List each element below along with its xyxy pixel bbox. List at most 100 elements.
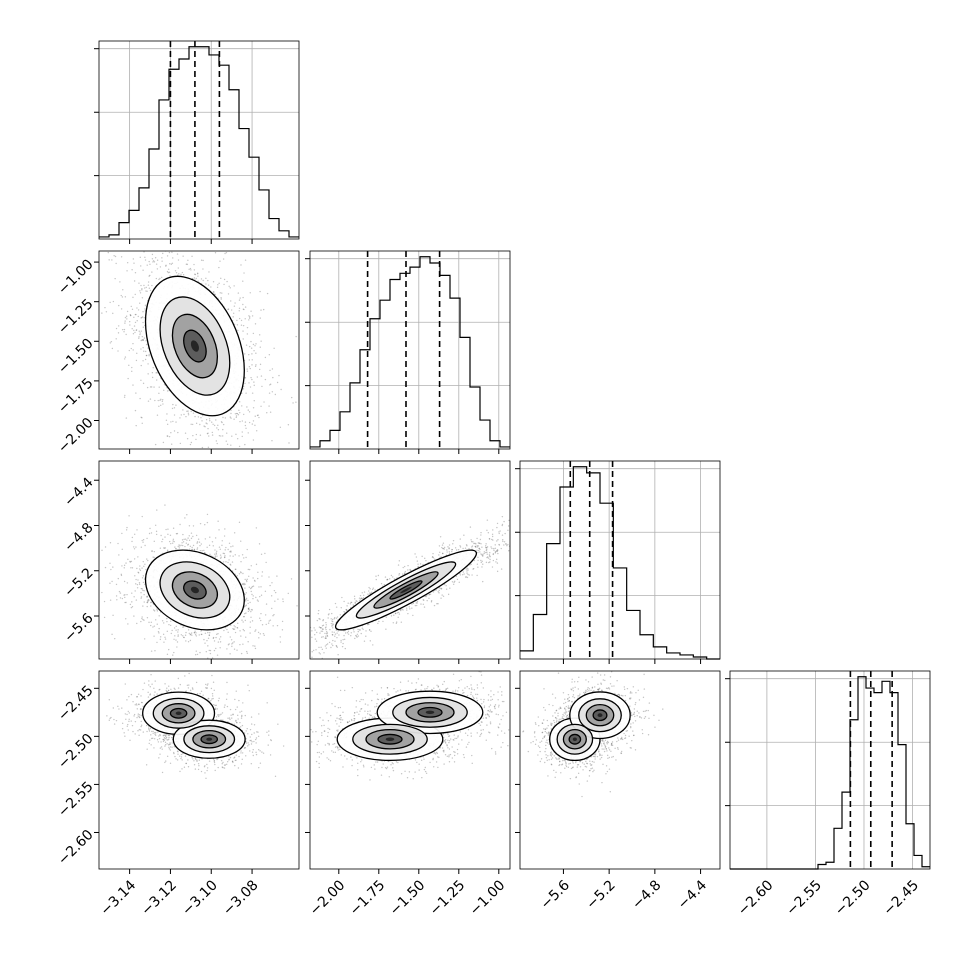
sample-point [483, 551, 486, 553]
sample-point [265, 665, 266, 666]
sample-point [135, 578, 137, 581]
sample-point [155, 263, 158, 265]
sample-point [213, 640, 216, 642]
sample-point [358, 629, 361, 631]
sample-point [355, 634, 357, 637]
sample-point [112, 300, 115, 303]
sample-point [135, 546, 137, 548]
sample-point [353, 595, 356, 598]
panel-content [101, 216, 297, 503]
sample-point [155, 372, 157, 374]
sample-point [136, 587, 139, 589]
sample-point [250, 610, 252, 613]
sample-point [349, 603, 352, 605]
sample-point [139, 292, 142, 294]
sample-point [259, 617, 261, 619]
sample-point [260, 586, 262, 588]
sample-point [140, 620, 142, 623]
sample-point [200, 259, 203, 261]
sample-point [231, 248, 232, 249]
sample-point [478, 549, 480, 552]
sample-point [232, 628, 235, 631]
sample-point [244, 587, 246, 589]
sample-point [342, 638, 344, 641]
sample-point [426, 599, 428, 602]
hist-panel-1 [94, 40, 300, 244]
sample-point [156, 216, 157, 217]
sample-point [330, 622, 333, 625]
sample-point [336, 632, 338, 634]
sample-point [457, 548, 460, 551]
sample-point [458, 581, 460, 583]
sample-point [242, 628, 244, 631]
sample-point [214, 553, 216, 555]
sample-point [244, 583, 246, 585]
sample-point [193, 263, 195, 266]
sample-point [260, 612, 262, 615]
sample-point [344, 647, 346, 650]
sample-point [121, 296, 124, 298]
sample-point [170, 620, 172, 622]
sample-point [222, 423, 225, 426]
sample-point [249, 386, 252, 388]
sample-point [244, 377, 247, 379]
sample-point [215, 552, 217, 554]
sample-point [124, 356, 127, 358]
sample-point [295, 650, 296, 651]
sample-point [140, 379, 142, 381]
sample-point [170, 421, 172, 423]
sample-point [205, 418, 208, 421]
sample-point [361, 598, 364, 600]
sample-point [252, 332, 255, 335]
sample-point [181, 539, 184, 541]
sample-point [297, 646, 298, 647]
sample-point [250, 590, 252, 593]
sample-point [164, 504, 166, 506]
sample-point [197, 273, 199, 275]
sample-point [176, 646, 178, 648]
sample-point [314, 629, 316, 631]
sample-point [141, 316, 143, 319]
sample-point [260, 309, 262, 311]
sample-point [144, 563, 146, 565]
sample-point [177, 244, 178, 245]
sample-point [395, 622, 398, 625]
sample-point [269, 584, 271, 587]
sample-point [246, 652, 249, 654]
sample-point [230, 550, 232, 552]
sample-point [182, 274, 185, 276]
sample-point [431, 556, 434, 558]
sample-point [240, 502, 241, 503]
sample-point [165, 528, 167, 531]
sample-point [249, 316, 251, 318]
sample-point [145, 343, 148, 346]
sample-point [385, 616, 387, 618]
sample-point [166, 550, 169, 552]
sample-point [149, 398, 152, 400]
sample-point [448, 552, 451, 555]
sample-point [227, 548, 229, 551]
sample-point [451, 581, 454, 583]
sample-point [134, 409, 137, 412]
sample-point [242, 583, 244, 585]
sample-point [265, 623, 267, 626]
sample-point [467, 569, 469, 571]
sample-point [159, 277, 161, 280]
sample-point [136, 567, 138, 570]
sample-point [229, 563, 231, 566]
sample-point [233, 628, 236, 630]
sample-point [202, 279, 204, 282]
sample-point [279, 641, 282, 643]
sample-point [153, 386, 155, 388]
sample-point [266, 292, 269, 295]
sample-point [260, 594, 263, 596]
sample-point [344, 632, 347, 634]
sample-point [209, 652, 212, 655]
sample-point [240, 572, 242, 574]
sample-point [177, 545, 179, 548]
sample-point [257, 631, 260, 634]
sample-point [238, 409, 240, 412]
sample-point [497, 549, 499, 552]
sample-point [350, 634, 352, 637]
sample-point [217, 429, 220, 431]
